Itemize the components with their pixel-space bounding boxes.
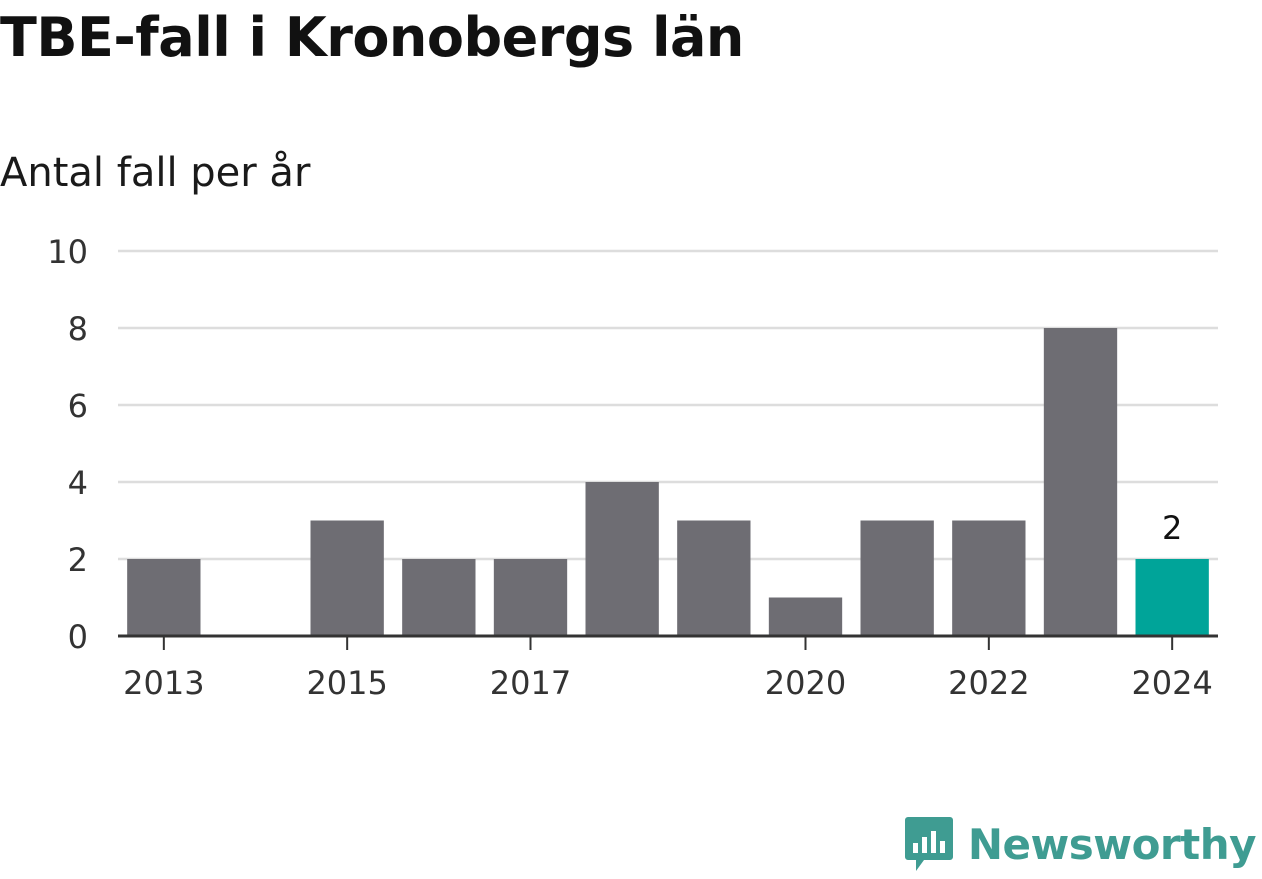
bar-2020: [768, 597, 843, 636]
bar-2015: [310, 520, 384, 636]
y-tick-label: 2: [68, 541, 88, 579]
chart-title: TBE-fall i Kronobergs län: [0, 6, 744, 69]
x-tick-label: 2024: [1131, 664, 1212, 702]
data-label-2024: 2: [1162, 509, 1182, 547]
newsworthy-logo: Newsworthy: [904, 815, 1257, 873]
grid-lines: [118, 249, 1218, 561]
y-tick-label: 0: [68, 618, 88, 656]
brand-name: Newsworthy: [967, 819, 1257, 869]
bar-2013: [127, 559, 201, 636]
labels: 0 2 4 6 8 10 2013 2015 2017 2020 2022 2024 2: [47, 233, 1213, 702]
x-tick-label: 2015: [306, 664, 387, 702]
chart-subtitle: Antal fall per år: [0, 150, 311, 196]
axes: [118, 634, 1218, 650]
bar-2021: [860, 520, 934, 636]
bar-2017: [493, 559, 568, 636]
y-tick-label: 10: [47, 233, 88, 271]
y-tick-label: 4: [68, 464, 88, 502]
y-tick-label: 8: [68, 310, 88, 348]
y-tick-label: 6: [68, 387, 88, 425]
bar-2024: [1135, 559, 1209, 636]
newsworthy-chart-bubble-icon: [904, 817, 953, 871]
x-tick-label: 2020: [765, 664, 846, 702]
bar-2019: [677, 520, 751, 636]
x-tick-label: 2013: [123, 664, 204, 702]
bars: [127, 328, 1209, 636]
bar-2018: [585, 482, 659, 636]
x-tick-label: 2017: [490, 664, 571, 702]
bar-2016: [402, 559, 476, 636]
x-tick-label: 2022: [948, 664, 1029, 702]
bar-2022: [952, 520, 1026, 636]
bar-2023: [1043, 328, 1118, 636]
